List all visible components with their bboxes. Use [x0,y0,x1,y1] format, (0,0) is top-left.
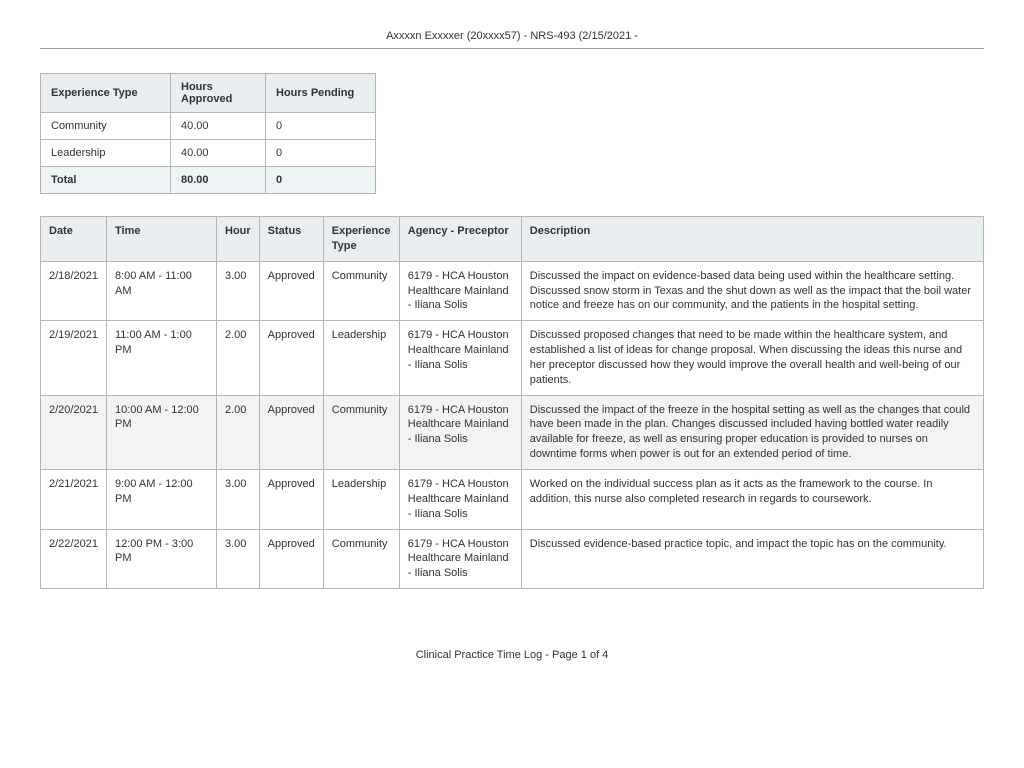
log-table: Date Time Hour Status Experience Type Ag… [40,216,984,589]
log-cell-status: Approved [259,261,323,321]
log-cell-exp: Community [323,395,399,469]
summary-cell-pending: 0 [266,140,376,167]
summary-col-hours-approved: Hours Approved [171,74,266,113]
summary-total-row: Total 80.00 0 [41,167,376,194]
page-header-title: Axxxxn Exxxxer (20xxxx57) - NRS-493 (2/1… [40,30,984,48]
summary-total-label: Total [41,167,171,194]
summary-col-experience-type: Experience Type [41,74,171,113]
summary-total-pending: 0 [266,167,376,194]
log-cell-hour: 2.00 [217,395,260,469]
summary-col-hours-pending: Hours Pending [266,74,376,113]
log-cell-exp: Community [323,529,399,589]
log-cell-date: 2/20/2021 [41,395,107,469]
log-cell-status: Approved [259,395,323,469]
log-cell-status: Approved [259,321,323,395]
log-cell-desc: Worked on the individual success plan as… [521,469,983,529]
log-cell-agency: 6179 - HCA Houston Healthcare Mainland -… [399,395,521,469]
log-row: 2/20/2021 10:00 AM - 12:00 PM 2.00 Appro… [41,395,984,469]
log-row: 2/22/2021 12:00 PM - 3:00 PM 3.00 Approv… [41,529,984,589]
header-rule [40,48,984,49]
log-cell-hour: 2.00 [217,321,260,395]
log-col-exp: Experience Type [323,217,399,262]
log-cell-agency: 6179 - HCA Houston Healthcare Mainland -… [399,529,521,589]
log-row: 2/18/2021 8:00 AM - 11:00 AM 3.00 Approv… [41,261,984,321]
log-cell-hour: 3.00 [217,469,260,529]
summary-header-row: Experience Type Hours Approved Hours Pen… [41,74,376,113]
log-row: 2/19/2021 11:00 AM - 1:00 PM 2.00 Approv… [41,321,984,395]
log-cell-status: Approved [259,469,323,529]
log-cell-exp: Community [323,261,399,321]
log-row: 2/21/2021 9:00 AM - 12:00 PM 3.00 Approv… [41,469,984,529]
log-cell-status: Approved [259,529,323,589]
log-cell-exp: Leadership [323,469,399,529]
log-cell-desc: Discussed evidence-based practice topic,… [521,529,983,589]
log-cell-date: 2/22/2021 [41,529,107,589]
log-cell-date: 2/19/2021 [41,321,107,395]
log-col-date: Date [41,217,107,262]
summary-total-approved: 80.00 [171,167,266,194]
log-cell-desc: Discussed proposed changes that need to … [521,321,983,395]
log-col-desc: Description [521,217,983,262]
log-col-agency: Agency - Preceptor [399,217,521,262]
summary-cell-pending: 0 [266,113,376,140]
page-container: Axxxxn Exxxxer (20xxxx57) - NRS-493 (2/1… [0,0,1024,661]
summary-row: Leadership 40.00 0 [41,140,376,167]
log-col-hour: Hour [217,217,260,262]
log-cell-date: 2/21/2021 [41,469,107,529]
log-cell-hour: 3.00 [217,529,260,589]
log-cell-time: 11:00 AM - 1:00 PM [107,321,217,395]
log-cell-exp: Leadership [323,321,399,395]
summary-table: Experience Type Hours Approved Hours Pen… [40,73,376,194]
page-footer: Clinical Practice Time Log - Page 1 of 4 [40,649,984,661]
summary-cell-type: Leadership [41,140,171,167]
log-cell-time: 10:00 AM - 12:00 PM [107,395,217,469]
log-cell-hour: 3.00 [217,261,260,321]
log-cell-agency: 6179 - HCA Houston Healthcare Mainland -… [399,469,521,529]
summary-cell-approved: 40.00 [171,113,266,140]
summary-cell-approved: 40.00 [171,140,266,167]
log-cell-date: 2/18/2021 [41,261,107,321]
summary-row: Community 40.00 0 [41,113,376,140]
log-header-row: Date Time Hour Status Experience Type Ag… [41,217,984,262]
log-cell-agency: 6179 - HCA Houston Healthcare Mainland -… [399,321,521,395]
log-cell-agency: 6179 - HCA Houston Healthcare Mainland -… [399,261,521,321]
log-cell-time: 9:00 AM - 12:00 PM [107,469,217,529]
summary-cell-type: Community [41,113,171,140]
log-cell-desc: Discussed the impact of the freeze in th… [521,395,983,469]
log-cell-time: 8:00 AM - 11:00 AM [107,261,217,321]
log-col-status: Status [259,217,323,262]
log-cell-desc: Discussed the impact on evidence-based d… [521,261,983,321]
log-cell-time: 12:00 PM - 3:00 PM [107,529,217,589]
log-col-time: Time [107,217,217,262]
